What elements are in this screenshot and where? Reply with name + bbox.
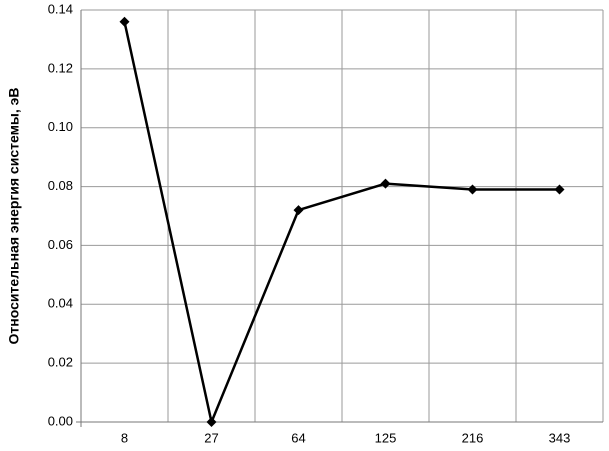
marker bbox=[467, 184, 478, 195]
marker bbox=[554, 184, 565, 195]
x-tick-label: 343 bbox=[549, 430, 571, 445]
y-axis-label: Относительная энергия системы, эВ bbox=[6, 88, 22, 345]
y-tick-label: 0.08 bbox=[48, 178, 73, 193]
y-tick-label: 0.06 bbox=[48, 237, 73, 252]
y-tick-label: 0.14 bbox=[48, 1, 73, 16]
x-tick-label: 27 bbox=[204, 430, 218, 445]
marker bbox=[119, 16, 130, 27]
x-tick-label: 8 bbox=[121, 430, 128, 445]
y-tick-label: 0.02 bbox=[48, 355, 73, 370]
y-tick-label: 0.10 bbox=[48, 119, 73, 134]
y-tick-label: 0.04 bbox=[48, 296, 73, 311]
y-tick-label: 0.12 bbox=[48, 60, 73, 75]
marker bbox=[293, 205, 304, 216]
marker bbox=[380, 178, 391, 189]
x-tick-label: 216 bbox=[462, 430, 484, 445]
marker bbox=[206, 417, 217, 427]
x-tick-label: 125 bbox=[375, 430, 397, 445]
x-tick-label: 64 bbox=[291, 430, 305, 445]
line bbox=[123, 21, 560, 424]
y-tick-label: 0.00 bbox=[48, 413, 73, 428]
